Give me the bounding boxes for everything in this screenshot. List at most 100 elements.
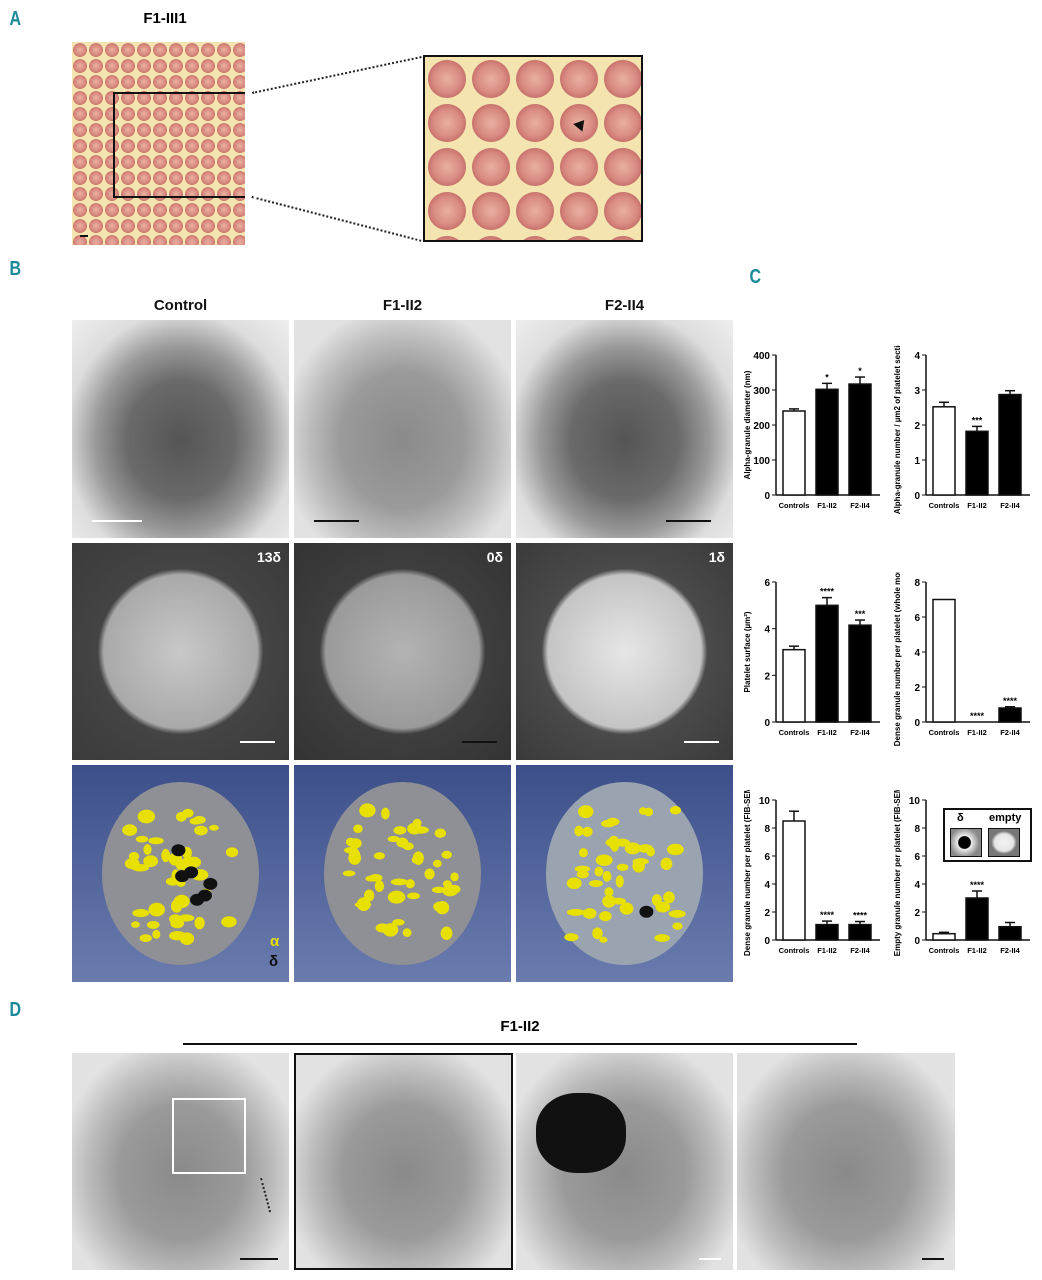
y-tick-label: 2 (764, 908, 770, 919)
alpha-granule (582, 908, 597, 919)
tem-f2-ii4 (516, 320, 733, 538)
y-tick-label: 0 (764, 491, 770, 502)
whole-mount-f1-ii2: 0δ (294, 543, 511, 760)
y-tick-label: 1 (914, 456, 920, 467)
alpha-granule (600, 819, 616, 828)
x-tick-label: F1-II2 (817, 946, 837, 955)
y-tick-label: 2 (914, 908, 920, 919)
legend-alpha: α (270, 933, 280, 950)
significance-label: **** (820, 910, 835, 920)
alpha-granule (177, 914, 195, 922)
alpha-granule (374, 880, 385, 892)
alpha-granule (434, 828, 447, 838)
dense-granule-thumbnail (950, 828, 982, 857)
y-tick-label: 6 (764, 578, 770, 589)
alpha-granule (435, 900, 450, 915)
granule-render (564, 805, 686, 943)
y-axis-label: Alpha-granule diameter (nm) (743, 370, 752, 479)
significance-label: **** (853, 911, 868, 921)
y-tick-label: 300 (753, 386, 770, 397)
alpha-granule (604, 887, 614, 897)
panel-d-title: F1-II2 (500, 1018, 540, 1035)
alpha-granule (654, 934, 670, 942)
chart-dense-granule-whole-mount: 0 2 4 6 8 Dense granule number per platelet (… (893, 572, 1030, 746)
x-tick-label: Controls (779, 946, 810, 955)
alpha-granule (148, 902, 166, 917)
scale-bar (462, 741, 497, 743)
column-header-f1-ii2: F1-II2 (382, 297, 423, 314)
x-tick-label: F2-II4 (850, 501, 870, 510)
y-tick-label: 8 (764, 824, 770, 835)
dense-count-label: 13δ (256, 549, 281, 565)
inset-granule-types: δ empty (943, 808, 1032, 862)
alpha-granule (450, 872, 459, 882)
x-tick-label: Controls (929, 501, 960, 510)
alpha-granule (381, 807, 390, 820)
significance-label: **** (970, 880, 985, 890)
alpha-granule (407, 822, 422, 835)
alpha-granule (672, 922, 683, 930)
alpha-granule (624, 842, 641, 855)
y-tick-label: 8 (914, 824, 920, 835)
bar-controls (932, 598, 956, 723)
alpha-granule (566, 877, 582, 890)
x-tick-label: F2-II4 (850, 946, 870, 955)
y-tick-label: 2 (914, 683, 920, 694)
alpha-granule (161, 848, 171, 863)
significance-label: *** (972, 415, 983, 425)
y-tick-label: 6 (764, 852, 770, 863)
alpha-granule (577, 805, 594, 819)
significance-label: **** (820, 587, 835, 597)
tem-f1-ii2-vacuoles (737, 1053, 955, 1270)
x-tick-label: Controls (779, 501, 810, 510)
alpha-granule (602, 870, 612, 882)
y-tick-label: 4 (764, 625, 770, 636)
panel-label-c: C (749, 266, 762, 288)
alpha-granule (194, 916, 205, 930)
fib-sem-reconstruction-control: α δ (72, 765, 289, 982)
y-tick-label: 4 (914, 880, 920, 891)
dense-count-label: 1δ (708, 549, 725, 565)
bar-controls (932, 406, 956, 496)
y-tick-label: 10 (759, 796, 771, 807)
y-tick-label: 0 (914, 718, 920, 729)
alpha-granule (402, 842, 414, 851)
bar-f1-ii2 (815, 604, 839, 723)
scale-bar (922, 1258, 944, 1260)
alpha-granule (615, 875, 624, 888)
alpha-granule (667, 843, 684, 856)
y-tick-label: 0 (914, 936, 920, 947)
scale-bar (92, 520, 142, 522)
alpha-granule (574, 865, 591, 873)
chart-alpha-granule-number: 0 1 2 3 4 Alpha-granule number / µm2 of plate… (893, 345, 1030, 514)
alpha-granule (668, 909, 686, 918)
alpha-granule (359, 803, 376, 818)
alpha-granule (574, 825, 584, 837)
alpha-granule (353, 824, 363, 834)
alpha-granule (407, 892, 420, 900)
alpha-granule (643, 807, 654, 817)
bar-controls (782, 648, 806, 723)
tem-f1-ii2-zoom (294, 1053, 513, 1270)
alpha-granule (595, 854, 613, 866)
bar-f2-ii4 (998, 707, 1022, 723)
bar-f2-ii4 (998, 393, 1022, 496)
significance-label: **** (970, 711, 985, 721)
alpha-granule (342, 870, 356, 877)
alpha-granule (402, 928, 412, 938)
x-tick-label: F2-II4 (1000, 946, 1020, 955)
whole-mount-control: 13δ (72, 543, 289, 760)
fib-sem-reconstruction-f2-ii4 (516, 765, 733, 982)
alpha-granule (173, 894, 190, 909)
y-tick-label: 8 (914, 578, 920, 589)
y-tick-label: 100 (753, 456, 770, 467)
alpha-granule (588, 880, 603, 888)
alpha-granule (344, 847, 359, 854)
alpha-granule (382, 923, 399, 937)
alpha-granule (599, 936, 608, 943)
x-tick-label: F2-II4 (850, 728, 870, 737)
dense-granule (171, 844, 186, 857)
whole-mount-f2-ii4: 1δ (516, 543, 733, 760)
bar-controls (932, 932, 956, 941)
